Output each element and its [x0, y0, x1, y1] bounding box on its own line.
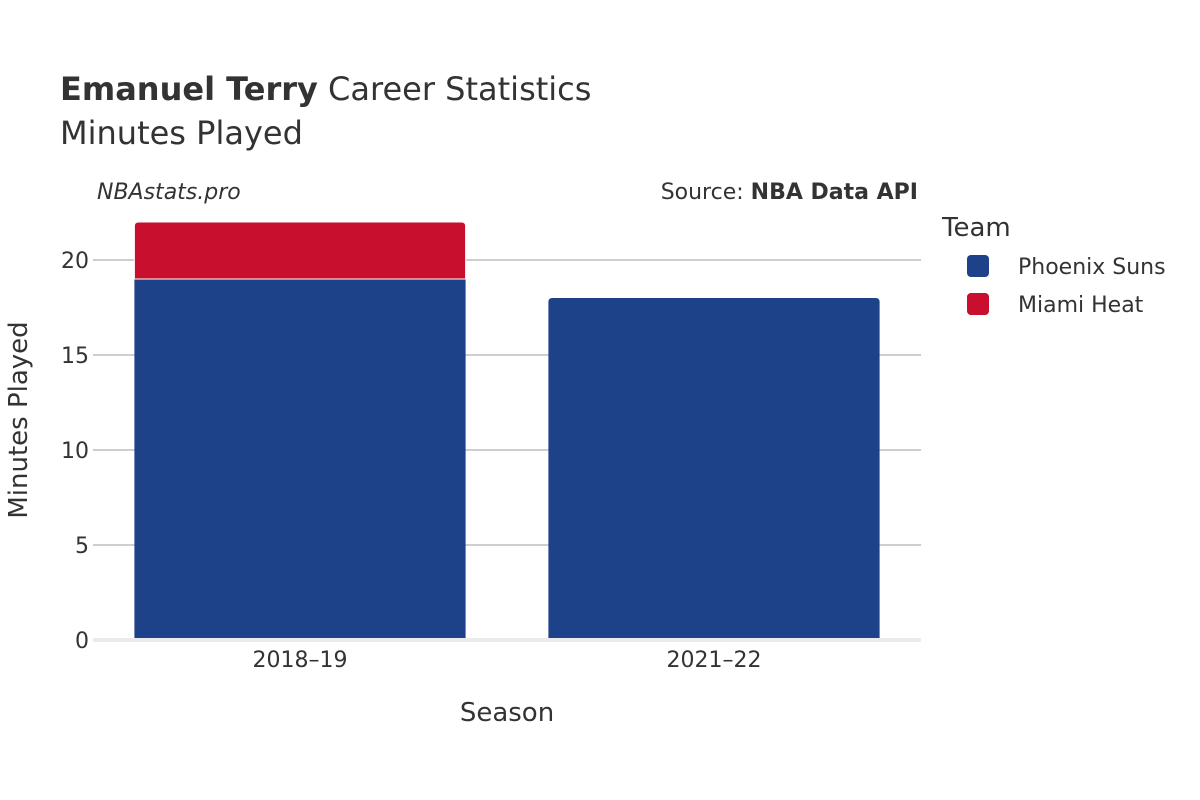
- x-tick-label: 2021–22: [667, 648, 762, 673]
- chart-title-player: Emanuel Terry: [60, 70, 318, 108]
- legend-swatch: [967, 293, 989, 315]
- x-tick-labels: 2018–19 2021–22: [253, 648, 762, 673]
- y-tick-label: 10: [61, 439, 89, 464]
- y-tick-label: 20: [61, 249, 89, 274]
- bar-miami-heat-2018–19[interactable]: [133, 221, 467, 280]
- x-tick-label: 2018–19: [253, 648, 348, 673]
- bar-phoenix-suns-2021–22[interactable]: [548, 298, 880, 640]
- chart-title-rest: Career Statistics: [318, 70, 592, 108]
- legend-label: Phoenix Suns: [1018, 255, 1166, 280]
- y-tick-label: 0: [75, 629, 89, 654]
- source-credit: Source: NBA Data API: [661, 180, 918, 205]
- y-axis-title: Minutes Played: [4, 321, 34, 518]
- source-name: NBA Data API: [751, 180, 918, 205]
- bars: [133, 221, 880, 640]
- x-axis-title: Season: [460, 698, 554, 728]
- watermark: NBAstats.pro: [97, 180, 241, 205]
- y-tick-label: 5: [75, 534, 89, 559]
- legend: Team Phoenix Suns Miami Heat: [941, 213, 1166, 318]
- chart-subtitle: Minutes Played: [60, 114, 303, 152]
- legend-label: Miami Heat: [1018, 293, 1144, 318]
- y-tick-labels: 0 5 10 15 20: [61, 249, 89, 654]
- legend-swatch: [967, 255, 989, 277]
- chart-title: Emanuel Terry Career Statistics: [60, 70, 591, 108]
- bar-phoenix-suns-2018–19[interactable]: [134, 279, 466, 640]
- y-tick-label: 15: [61, 344, 89, 369]
- source-label: Source:: [661, 180, 751, 205]
- legend-title: Team: [941, 213, 1011, 243]
